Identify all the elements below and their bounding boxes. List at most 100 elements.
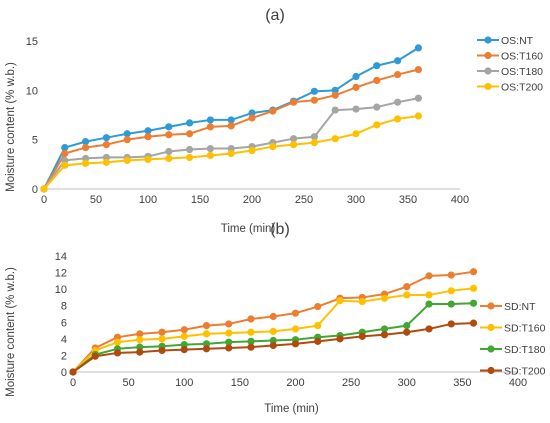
panel-label: (b)	[270, 221, 290, 238]
series-os-nt	[40, 44, 422, 193]
y-tick-label: 15	[26, 36, 38, 48]
data-point	[290, 98, 298, 106]
x-tick-label: 400	[509, 377, 527, 389]
data-point	[82, 143, 90, 152]
series-sd-t180	[69, 299, 478, 376]
legend-label: SD:T180	[504, 344, 546, 356]
data-point	[202, 340, 211, 348]
data-point	[336, 335, 344, 343]
data-point	[269, 142, 277, 151]
data-point	[269, 327, 277, 335]
data-point	[291, 325, 300, 333]
data-point	[447, 287, 455, 295]
legend-swatch-marker	[484, 67, 492, 75]
data-point	[352, 105, 360, 113]
data-point	[225, 338, 233, 346]
data-point	[227, 149, 235, 158]
data-point	[206, 123, 214, 131]
series-sd-t160	[69, 284, 478, 376]
data-point	[352, 72, 360, 81]
data-point	[247, 315, 255, 323]
x-tick-label: 300	[398, 377, 416, 389]
data-point	[310, 96, 318, 104]
legend-label: OS:T160	[501, 51, 543, 63]
data-point	[269, 336, 277, 345]
data-point	[414, 112, 422, 120]
series-line	[43, 97, 419, 190]
data-point	[227, 144, 235, 153]
data-point	[248, 109, 256, 117]
x-tick-label: 200	[243, 194, 261, 206]
data-point	[113, 349, 122, 357]
data-point	[291, 309, 300, 317]
data-point	[380, 294, 389, 302]
data-point	[380, 331, 389, 339]
data-point	[158, 328, 166, 336]
data-point	[61, 161, 69, 169]
data-point	[447, 300, 455, 308]
legend-swatch-marker	[484, 36, 492, 44]
legend-item: OS:T180	[477, 66, 543, 78]
data-point	[469, 268, 478, 276]
data-point	[165, 131, 173, 139]
data-point	[414, 94, 422, 102]
data-point	[290, 141, 298, 149]
legend-swatch-marker	[484, 51, 492, 60]
legend-item: OS:T160	[477, 51, 543, 63]
data-point	[186, 153, 194, 162]
data-point	[158, 346, 166, 355]
data-point	[61, 149, 69, 158]
legend-item: SD:T160	[480, 323, 546, 335]
data-point	[331, 106, 339, 114]
y-axis-label: Moisture content (% w.b.)	[5, 267, 17, 397]
x-tick-label: 100	[139, 194, 157, 206]
data-point	[136, 336, 144, 344]
data-point	[225, 329, 233, 337]
data-point	[180, 326, 188, 334]
y-tick-label: 0	[32, 184, 38, 196]
legend-item: SD:T180	[480, 344, 546, 356]
data-point	[227, 122, 235, 130]
legend-label: OS:NT	[501, 35, 534, 47]
data-point	[102, 134, 110, 142]
data-point	[336, 297, 344, 305]
chart-a: (a) 0 50 100 150 200 250 300 350 400 0 5 10 15 Time (m…	[5, 7, 543, 235]
series-line	[72, 270, 474, 373]
data-point	[186, 130, 194, 138]
data-point	[269, 312, 277, 321]
data-point	[61, 143, 69, 152]
legend-swatch-marker	[487, 345, 495, 353]
x-tick-label: 100	[175, 377, 193, 389]
data-point	[425, 300, 433, 308]
data-point	[290, 135, 298, 143]
data-point	[225, 320, 233, 328]
legend-label: SD:NT	[504, 301, 536, 313]
data-point	[373, 76, 381, 85]
data-point	[310, 133, 318, 141]
series-sd-t200	[69, 319, 478, 376]
data-point	[310, 87, 318, 95]
data-point	[247, 328, 255, 336]
data-point	[403, 291, 411, 299]
data-point	[394, 57, 402, 65]
y-tick-label: 4	[61, 334, 67, 346]
data-point	[202, 322, 211, 330]
data-point	[425, 291, 433, 299]
legend-label: OS:T200	[501, 82, 543, 94]
data-point	[373, 121, 381, 129]
data-point	[380, 325, 389, 333]
y-tick-label: 10	[55, 284, 67, 296]
legend-swatch-marker	[487, 366, 495, 375]
y-tick-label: 0	[61, 367, 67, 379]
data-point	[248, 114, 256, 122]
data-point	[206, 144, 214, 153]
data-point	[113, 338, 122, 346]
data-point	[206, 151, 214, 160]
y-tick-label: 14	[55, 251, 67, 263]
y-tick-label: 6	[61, 317, 67, 329]
x-tick-label: 250	[342, 377, 360, 389]
data-point	[69, 368, 77, 376]
y-tick-label: 12	[55, 268, 67, 280]
y-axis-label: Moisture content (% w.b.)	[5, 62, 17, 192]
data-point	[82, 138, 90, 146]
